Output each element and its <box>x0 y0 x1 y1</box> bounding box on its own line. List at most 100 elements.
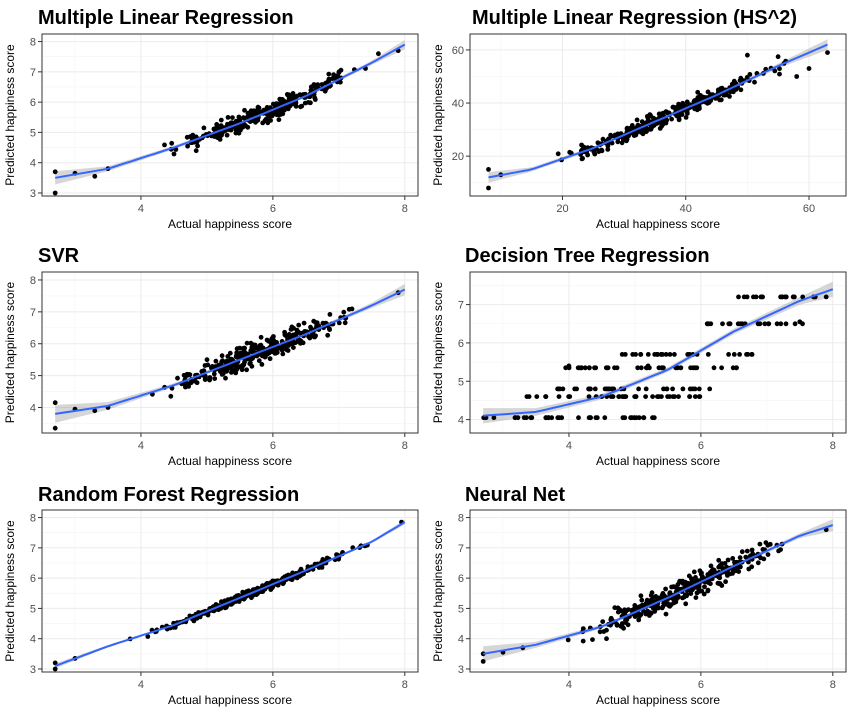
data-point <box>629 415 635 421</box>
data-point <box>241 596 247 602</box>
data-point <box>705 572 711 577</box>
data-point <box>289 341 295 347</box>
data-point <box>693 595 699 600</box>
data-point <box>749 352 755 357</box>
data-point <box>772 68 778 74</box>
data-point <box>608 394 614 399</box>
data-point <box>52 425 58 431</box>
data-point <box>220 371 226 376</box>
data-point <box>225 115 231 120</box>
data-point <box>825 50 830 55</box>
data-point <box>245 114 251 119</box>
data-point <box>263 352 269 357</box>
data-point <box>586 386 591 392</box>
y-tick-label: 8 <box>30 275 36 287</box>
data-point <box>694 365 700 371</box>
data-point <box>543 394 549 399</box>
data-point <box>692 386 698 392</box>
data-point <box>224 368 230 374</box>
data-point <box>268 339 274 345</box>
data-point <box>212 376 218 381</box>
data-point <box>175 375 180 381</box>
data-point <box>729 81 735 87</box>
data-point <box>663 611 669 617</box>
y-tick-label: 3 <box>30 188 36 200</box>
panel-border <box>469 271 847 434</box>
x-tick-label: 8 <box>830 440 836 452</box>
data-point <box>774 321 780 327</box>
x-tick-label: 6 <box>270 203 276 215</box>
data-point <box>567 394 573 399</box>
data-point <box>612 133 618 138</box>
data-point <box>622 352 628 357</box>
data-point <box>286 332 292 337</box>
data-point <box>648 610 653 616</box>
data-point <box>271 334 276 339</box>
y-axis-title: Predicted happiness score <box>431 44 445 186</box>
y-tick-label: 3 <box>458 664 464 676</box>
data-point <box>217 137 223 142</box>
y-tick-label: 4 <box>30 634 36 646</box>
data-point <box>672 352 677 357</box>
x-axis-title: Actual happiness score <box>596 693 720 707</box>
data-point <box>486 167 491 172</box>
data-point <box>716 557 722 563</box>
data-point <box>749 564 755 570</box>
data-point <box>760 294 765 300</box>
data-point <box>247 361 253 367</box>
data-point <box>775 54 781 60</box>
data-point <box>638 352 644 357</box>
data-point <box>586 365 592 371</box>
data-point <box>638 365 644 371</box>
data-point <box>708 563 714 569</box>
data-point <box>302 100 308 106</box>
data-point <box>652 609 658 614</box>
data-point <box>800 294 806 300</box>
data-point <box>245 124 251 130</box>
data-point <box>766 321 772 327</box>
data-point <box>749 547 755 553</box>
data-point <box>697 106 702 111</box>
data-point <box>248 349 254 354</box>
y-tick-label: 5 <box>458 603 464 615</box>
data-point <box>616 394 622 399</box>
data-point <box>687 386 693 392</box>
data-point <box>556 394 562 399</box>
x-axis-title: Actual happiness score <box>168 454 292 468</box>
data-point <box>585 152 590 158</box>
data-point <box>242 107 247 113</box>
data-point <box>313 83 318 89</box>
data-point <box>655 603 660 609</box>
data-point <box>162 142 167 148</box>
data-point <box>763 540 769 545</box>
data-point <box>635 365 641 371</box>
data-point <box>695 89 701 95</box>
data-point <box>555 415 561 421</box>
data-point <box>656 365 662 371</box>
data-point <box>265 120 271 126</box>
data-point <box>291 345 296 350</box>
x-tick-label: 60 <box>803 203 815 215</box>
data-point <box>593 415 599 421</box>
data-point <box>183 384 188 390</box>
data-point <box>566 363 572 369</box>
data-point <box>623 394 629 399</box>
data-point <box>319 82 325 87</box>
y-tick-label: 5 <box>30 603 36 615</box>
data-point <box>794 74 800 79</box>
data-point <box>257 343 263 348</box>
data-point <box>654 352 660 357</box>
data-point <box>757 541 763 547</box>
x-tick-label: 6 <box>698 679 704 691</box>
data-point <box>664 386 670 392</box>
data-point <box>636 415 642 421</box>
data-point <box>696 584 702 589</box>
data-point <box>638 612 644 617</box>
data-point <box>219 353 225 359</box>
data-point <box>663 586 668 592</box>
x-tick-label: 20 <box>556 203 568 215</box>
data-point <box>233 130 239 136</box>
data-point <box>247 110 253 115</box>
data-point <box>250 355 256 361</box>
